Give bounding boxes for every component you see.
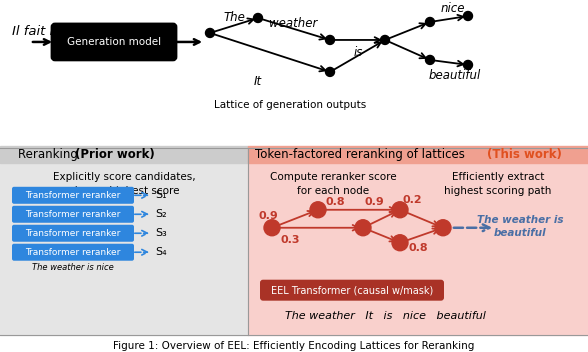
Bar — [0, 146, 248, 163]
Text: EEL Transformer (causal w/mask): EEL Transformer (causal w/mask) — [271, 285, 433, 295]
Text: Lattice of generation outputs: Lattice of generation outputs — [214, 100, 366, 110]
Circle shape — [326, 36, 335, 44]
Text: Transformer reranker: Transformer reranker — [25, 210, 121, 219]
Text: nice: nice — [441, 2, 465, 15]
Circle shape — [380, 36, 389, 44]
Text: The weather   It   is   nice   beautiful: The weather It is nice beautiful — [285, 311, 486, 321]
Text: S₃: S₃ — [155, 228, 167, 238]
Text: Transformer reranker: Transformer reranker — [25, 248, 121, 257]
FancyBboxPatch shape — [12, 244, 134, 261]
Text: Reranking: Reranking — [18, 148, 82, 161]
Circle shape — [264, 220, 280, 236]
Circle shape — [426, 18, 435, 26]
Text: Generation model: Generation model — [67, 37, 161, 47]
Text: Transformer reranker: Transformer reranker — [25, 191, 121, 200]
Circle shape — [253, 13, 262, 23]
Circle shape — [426, 56, 435, 64]
Text: 0.9: 0.9 — [258, 211, 278, 221]
FancyBboxPatch shape — [12, 225, 134, 242]
Bar — [0, 0, 588, 148]
Text: (Prior work): (Prior work) — [75, 148, 155, 161]
Circle shape — [463, 12, 473, 20]
Circle shape — [463, 61, 473, 69]
FancyBboxPatch shape — [260, 280, 444, 301]
Text: 0.8: 0.8 — [325, 197, 345, 207]
Text: It: It — [254, 75, 262, 88]
Bar — [0, 148, 248, 335]
Text: Transformer reranker: Transformer reranker — [25, 229, 121, 238]
Text: Efficiently extract
highest scoring path: Efficiently extract highest scoring path — [445, 172, 552, 196]
Text: 0.9: 0.9 — [364, 197, 384, 207]
Text: The weather is beautiful: The weather is beautiful — [22, 244, 123, 253]
FancyBboxPatch shape — [52, 24, 176, 60]
Text: Figure 1: Overview of EEL: Efficiently Encoding Lattices for Reranking: Figure 1: Overview of EEL: Efficiently E… — [113, 341, 475, 351]
Text: Compute reranker score
for each node: Compute reranker score for each node — [270, 172, 396, 196]
Text: Explicitly score candidates,
choose highest score: Explicitly score candidates, choose high… — [53, 172, 195, 196]
Circle shape — [392, 202, 408, 218]
Text: 0.8: 0.8 — [408, 243, 428, 253]
Text: beautiful: beautiful — [429, 69, 481, 82]
Text: It is beautiful: It is beautiful — [45, 206, 101, 215]
Text: 0.2: 0.2 — [402, 195, 422, 205]
Bar — [248, 146, 588, 163]
Text: Token-factored reranking of lattices: Token-factored reranking of lattices — [255, 148, 469, 161]
Text: S₁: S₁ — [155, 190, 166, 200]
Text: The weather is
beautiful: The weather is beautiful — [477, 215, 563, 238]
Text: 0.3: 0.3 — [280, 235, 300, 245]
Text: The: The — [223, 12, 245, 25]
Circle shape — [326, 68, 335, 76]
Text: is: is — [353, 46, 363, 59]
FancyBboxPatch shape — [12, 187, 134, 204]
Text: S₂: S₂ — [155, 209, 166, 219]
FancyBboxPatch shape — [12, 206, 134, 223]
Circle shape — [310, 202, 326, 218]
Circle shape — [435, 220, 451, 236]
Text: (This work): (This work) — [487, 148, 562, 161]
Text: It is nice: It is nice — [55, 225, 91, 234]
Text: weather: weather — [269, 18, 317, 31]
Text: Il fait beau: Il fait beau — [12, 25, 83, 38]
Bar — [248, 148, 588, 335]
Circle shape — [392, 235, 408, 251]
Circle shape — [205, 29, 215, 37]
Circle shape — [355, 220, 371, 236]
Text: S₄: S₄ — [155, 247, 166, 257]
Text: The weather is nice: The weather is nice — [32, 263, 114, 272]
